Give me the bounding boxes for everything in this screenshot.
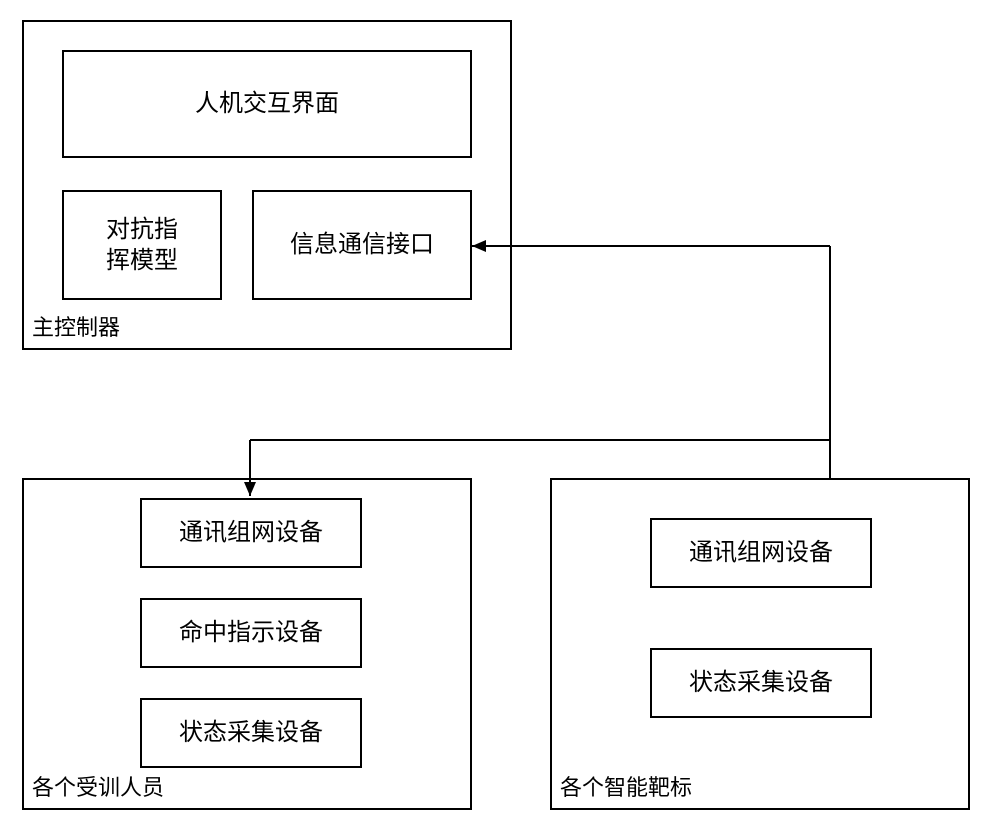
- box-label-hmi: 人机交互界面: [195, 88, 339, 119]
- box-label-trainee-hit: 命中指示设备: [179, 617, 323, 648]
- box-label-command-model: 对抗指 挥模型: [106, 214, 178, 276]
- box-trainee-state: 状态采集设备: [140, 698, 362, 768]
- group-label-trainees: 各个受训人员: [32, 770, 164, 802]
- group-label-targets: 各个智能靶标: [560, 770, 692, 802]
- group-label-main-controller: 主控制器: [32, 310, 120, 342]
- box-target-state: 状态采集设备: [650, 648, 872, 718]
- box-label-trainee-state: 状态采集设备: [179, 717, 323, 748]
- diagram-canvas: 主控制器 各个受训人员 各个智能靶标 人机交互界面 对抗指 挥模型 信息通信接口…: [0, 0, 1000, 830]
- box-comm-interface: 信息通信接口: [252, 190, 472, 300]
- box-label-trainee-network: 通讯组网设备: [179, 517, 323, 548]
- box-label-target-network: 通讯组网设备: [689, 537, 833, 568]
- box-hmi: 人机交互界面: [62, 50, 472, 158]
- box-label-target-state: 状态采集设备: [689, 667, 833, 698]
- box-command-model: 对抗指 挥模型: [62, 190, 222, 300]
- box-label-comm-interface: 信息通信接口: [290, 229, 434, 260]
- box-trainee-hit: 命中指示设备: [140, 598, 362, 668]
- box-target-network: 通讯组网设备: [650, 518, 872, 588]
- box-trainee-network: 通讯组网设备: [140, 498, 362, 568]
